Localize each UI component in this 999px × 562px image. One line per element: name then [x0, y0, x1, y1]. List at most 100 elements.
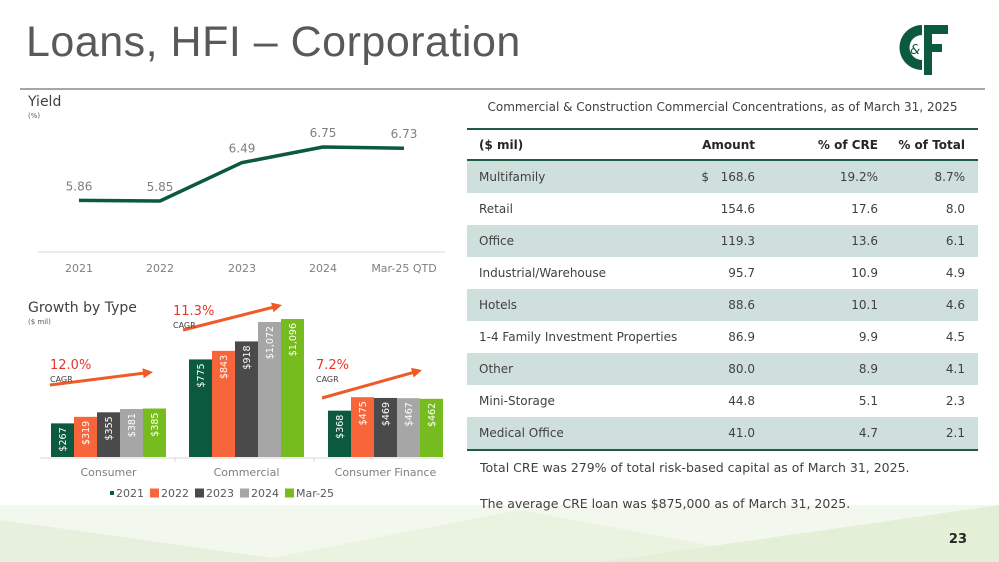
row-amount: 41.0 [728, 426, 755, 440]
growth-chart-unit: ($ mil) [28, 318, 51, 326]
yield-chart-unit: (%) [28, 112, 41, 120]
row-pct-total: 4.9 [945, 266, 965, 280]
bar-mar-25 [143, 408, 166, 457]
cagr-arrow [49, 371, 148, 387]
bar-value-label: $469 [381, 402, 392, 426]
row-pct-cre: 9.9 [858, 330, 878, 344]
row-pct-total: 6.1 [945, 234, 965, 248]
legend-swatch-2022 [150, 488, 159, 498]
cagr-arrowhead-icon [411, 367, 422, 378]
category-label: Consumer Finance [335, 466, 437, 479]
row-pct-total: 4.5 [945, 330, 965, 344]
cagr-arrow [321, 370, 417, 400]
row-label: Office [479, 234, 515, 248]
table-row: 1-4 Family Investment Properties 86.9 9.9 4… [467, 321, 978, 353]
row-pct-cre: 10.1 [851, 298, 878, 312]
row-label: Retail [479, 202, 513, 216]
row-pct-cre: 10.9 [851, 266, 878, 280]
bar-value-label: $1,072 [265, 326, 276, 359]
growth-chart-title: Growth by Type [28, 300, 137, 316]
row-pct-total: 8.7% [934, 170, 966, 184]
table-row: Mini-Storage 44.8 5.1 2.3 [467, 385, 978, 417]
bar-2023 [374, 397, 397, 457]
bar-value-label: $355 [104, 416, 115, 440]
growth-bar-chart: Consumer $267 $319 $355 $381 $385 Commercial $7… [40, 302, 445, 500]
legend-label: 2022 [161, 487, 189, 500]
data-label: 5.86 [66, 179, 93, 193]
row-pct-cre: 4.7 [858, 426, 878, 440]
page-title: Loans, HFI – Corporation [26, 18, 521, 66]
bar-value-label: $475 [358, 401, 369, 425]
bar-2023 [235, 341, 258, 457]
bar-2023 [97, 412, 120, 457]
bar-value-label: $462 [427, 403, 438, 427]
row-pct-cre: 8.9 [858, 362, 878, 376]
data-label: 5.85 [147, 180, 174, 194]
row-pct-total: 4.6 [945, 298, 965, 312]
cagr-consumer-label: CAGR [50, 375, 73, 384]
bar-2021 [51, 423, 74, 457]
bar-value-label: $775 [196, 363, 207, 387]
bar-value-label: $918 [242, 345, 253, 369]
yield-series-line [78, 145, 405, 203]
row-label: Mini-Storage [479, 394, 555, 408]
bar-value-label: $1,096 [288, 323, 299, 356]
row-amount: 154.6 [720, 202, 755, 216]
bar-mar-25 [281, 319, 304, 457]
cre-concentration-table: ($ mil) Amount % of CRE % of Total Multi… [467, 128, 978, 451]
header-amount: Amount [702, 137, 755, 152]
row-label: Industrial/Warehouse [479, 266, 607, 280]
note-total-cre: Total CRE was 279% of total risk-based c… [480, 460, 910, 475]
bar-2024 [397, 398, 420, 457]
table-row: Industrial/Warehouse 95.7 10.9 4.9 [467, 257, 978, 289]
yield-chart-title: Yield [28, 94, 62, 110]
row-label: Hotels [479, 298, 518, 312]
page-number: 23 [948, 532, 967, 547]
bar-2024 [120, 409, 143, 457]
note-average-loan: The average CRE loan was $875,000 as of … [480, 496, 851, 511]
legend-swatch-2024 [240, 488, 249, 498]
x-tick-label: 2023 [228, 262, 256, 275]
footer-decoration [0, 505, 999, 562]
category-label: Consumer [80, 466, 137, 479]
row-pct-total: 8.0 [945, 202, 965, 216]
bar-value-label: $381 [127, 413, 138, 437]
legend-swatch-2023 [195, 488, 204, 498]
row-amount: 86.9 [728, 330, 755, 344]
row-pct-cre: 17.6 [851, 202, 878, 216]
bar-2022 [74, 416, 97, 457]
row-currency: $ [701, 170, 709, 184]
header-pct-cre: % of CRE [817, 137, 878, 152]
data-label: 6.75 [310, 126, 337, 140]
row-label: Other [479, 362, 514, 376]
row-pct-cre: 13.6 [851, 234, 878, 248]
logo: & [899, 25, 948, 75]
row-pct-cre: 19.2% [839, 170, 878, 184]
cagr-consumer-finance-label: CAGR [316, 375, 339, 384]
row-amount: 44.8 [728, 394, 755, 408]
row-amount: 119.3 [720, 234, 755, 248]
category-label: Commercial [214, 466, 280, 479]
row-amount: 88.6 [728, 298, 755, 312]
row-amount: 168.6 [720, 170, 755, 184]
table-row: Other 80.0 8.9 4.1 [467, 353, 978, 385]
table-row: Office 119.3 13.6 6.1 [467, 225, 978, 257]
data-label: 6.49 [229, 142, 256, 156]
legend-label: 2021 [116, 487, 144, 500]
legend-swatch-mar-25 [285, 488, 294, 498]
x-tick-label: 2024 [309, 262, 337, 275]
row-label: Multifamily [479, 170, 546, 184]
cagr-commercial-label: CAGR [173, 321, 196, 330]
row-label: Medical Office [479, 426, 564, 440]
table-title: Commercial & Construction Commercial Con… [487, 100, 958, 114]
x-tick-label: 2021 [65, 262, 93, 275]
cagr-arrowhead-icon [271, 302, 282, 313]
legend-label: 2024 [251, 487, 279, 500]
svg-text:&: & [910, 43, 920, 58]
bar-value-label: $368 [335, 415, 346, 439]
bar-2022 [212, 350, 235, 457]
table-header-row: ($ mil) Amount % of CRE % of Total [467, 130, 978, 161]
x-tick-label: Mar-25 QTD [371, 262, 436, 275]
bar-value-label: $267 [58, 427, 69, 451]
bar-2021 [328, 410, 351, 457]
